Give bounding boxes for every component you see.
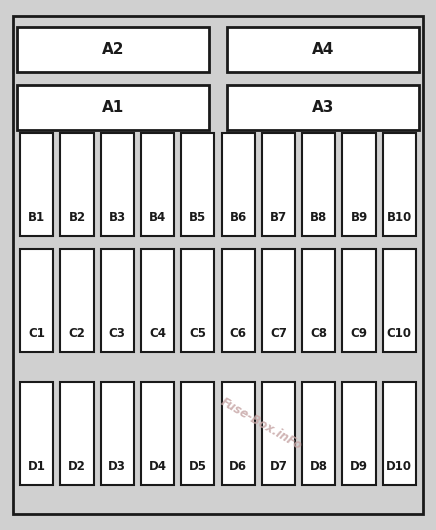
FancyBboxPatch shape xyxy=(262,132,295,236)
FancyBboxPatch shape xyxy=(101,382,134,485)
FancyBboxPatch shape xyxy=(343,132,375,236)
Text: B2: B2 xyxy=(68,211,85,224)
FancyBboxPatch shape xyxy=(20,132,53,236)
Text: D3: D3 xyxy=(109,460,126,473)
Text: D1: D1 xyxy=(28,460,46,473)
Text: B4: B4 xyxy=(149,211,166,224)
FancyBboxPatch shape xyxy=(262,249,295,352)
Text: B5: B5 xyxy=(189,211,207,224)
FancyBboxPatch shape xyxy=(61,249,93,352)
Text: C5: C5 xyxy=(189,328,206,340)
FancyBboxPatch shape xyxy=(262,382,295,485)
FancyBboxPatch shape xyxy=(181,249,215,352)
Text: B3: B3 xyxy=(109,211,126,224)
Text: B7: B7 xyxy=(270,211,287,224)
FancyBboxPatch shape xyxy=(302,132,335,236)
FancyBboxPatch shape xyxy=(17,26,209,72)
FancyBboxPatch shape xyxy=(61,382,93,485)
FancyBboxPatch shape xyxy=(221,249,255,352)
FancyBboxPatch shape xyxy=(302,382,335,485)
Text: C4: C4 xyxy=(149,328,166,340)
FancyBboxPatch shape xyxy=(383,249,416,352)
FancyBboxPatch shape xyxy=(61,132,93,236)
FancyBboxPatch shape xyxy=(302,249,335,352)
FancyBboxPatch shape xyxy=(221,132,255,236)
Text: D9: D9 xyxy=(350,460,368,473)
FancyBboxPatch shape xyxy=(343,382,375,485)
FancyBboxPatch shape xyxy=(20,382,53,485)
Text: C1: C1 xyxy=(28,328,45,340)
Text: B10: B10 xyxy=(387,211,412,224)
Text: B9: B9 xyxy=(351,211,368,224)
Text: C7: C7 xyxy=(270,328,287,340)
FancyBboxPatch shape xyxy=(343,249,375,352)
Text: A2: A2 xyxy=(102,41,125,57)
Text: D5: D5 xyxy=(189,460,207,473)
FancyBboxPatch shape xyxy=(20,249,53,352)
Text: D10: D10 xyxy=(386,460,412,473)
Text: D8: D8 xyxy=(310,460,328,473)
FancyBboxPatch shape xyxy=(181,132,215,236)
Text: A1: A1 xyxy=(102,100,125,115)
Text: C6: C6 xyxy=(230,328,247,340)
Text: D6: D6 xyxy=(229,460,247,473)
Text: B8: B8 xyxy=(310,211,327,224)
Text: C3: C3 xyxy=(109,328,126,340)
Text: B6: B6 xyxy=(229,211,247,224)
FancyBboxPatch shape xyxy=(227,26,419,72)
Text: D2: D2 xyxy=(68,460,86,473)
FancyBboxPatch shape xyxy=(181,382,215,485)
Text: C8: C8 xyxy=(310,328,327,340)
Text: A3: A3 xyxy=(311,100,334,115)
Text: C10: C10 xyxy=(387,328,412,340)
Text: C9: C9 xyxy=(351,328,368,340)
FancyBboxPatch shape xyxy=(227,85,419,130)
Text: Fuse-Box.inFo: Fuse-Box.inFo xyxy=(218,395,305,453)
Text: B1: B1 xyxy=(28,211,45,224)
FancyBboxPatch shape xyxy=(101,249,134,352)
Text: A4: A4 xyxy=(311,41,334,57)
FancyBboxPatch shape xyxy=(383,382,416,485)
FancyBboxPatch shape xyxy=(141,249,174,352)
Text: D4: D4 xyxy=(149,460,167,473)
Text: D7: D7 xyxy=(269,460,287,473)
FancyBboxPatch shape xyxy=(221,382,255,485)
FancyBboxPatch shape xyxy=(17,85,209,130)
FancyBboxPatch shape xyxy=(13,16,423,514)
Text: C2: C2 xyxy=(68,328,85,340)
FancyBboxPatch shape xyxy=(141,132,174,236)
FancyBboxPatch shape xyxy=(141,382,174,485)
FancyBboxPatch shape xyxy=(101,132,134,236)
FancyBboxPatch shape xyxy=(383,132,416,236)
